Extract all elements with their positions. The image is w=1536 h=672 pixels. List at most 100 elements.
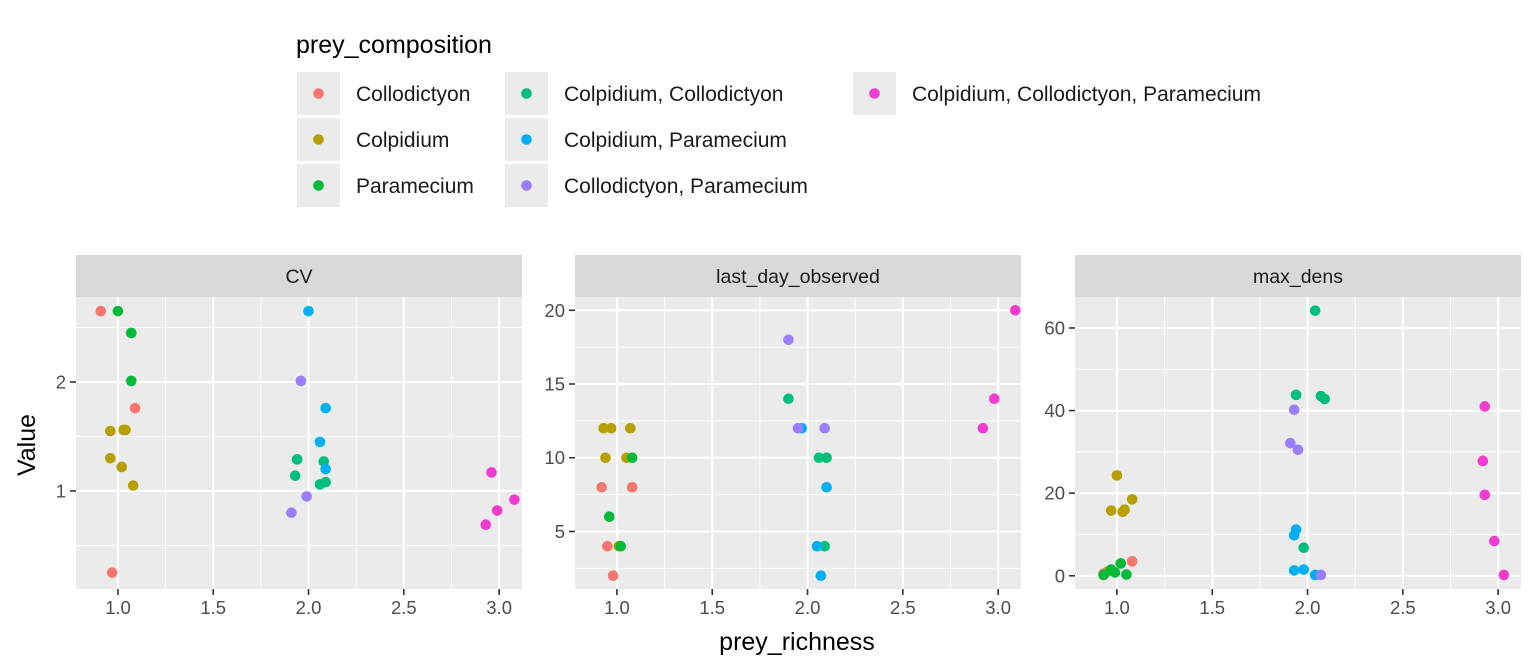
x-tick-label: 2.0	[795, 597, 821, 618]
data-point	[1298, 542, 1310, 553]
data-point	[598, 422, 609, 434]
data-point	[116, 461, 128, 473]
data-point	[286, 507, 297, 519]
y-tick-label: 1	[56, 480, 66, 501]
legend-key-point	[313, 88, 324, 99]
facet-strip-label: last_day_observed	[716, 266, 880, 288]
x-tick-label: 2.5	[890, 597, 916, 618]
y-tick-label: 5	[555, 521, 565, 542]
legend: prey_composition Collodictyon Colpidium Pa…	[296, 31, 1261, 207]
facet-strip	[575, 255, 1021, 297]
legend-label: Colpidium, Collodictyon	[564, 83, 783, 106]
panel-background	[1075, 297, 1521, 589]
data-point	[1288, 565, 1300, 576]
legend-key-point	[313, 180, 324, 191]
x-tick-label: 1.5	[699, 597, 725, 618]
data-point	[821, 452, 832, 464]
data-point	[486, 467, 497, 478]
data-point	[106, 567, 118, 578]
y-tick-label: 2	[56, 371, 66, 392]
data-point	[813, 452, 825, 464]
data-point	[1098, 569, 1109, 581]
x-tick-label: 1.5	[1199, 597, 1225, 618]
data-point	[127, 480, 139, 491]
data-point	[626, 452, 638, 464]
legend-entry: Collodictyon, Paramecium	[505, 164, 808, 207]
data-point	[1105, 505, 1117, 516]
x-tick-label: 1.0	[105, 597, 131, 618]
data-point	[314, 436, 326, 448]
legend-entry: Collodictyon	[297, 72, 470, 115]
data-point	[289, 470, 301, 481]
data-point	[604, 511, 615, 523]
data-point	[1498, 569, 1510, 581]
y-tick-label: 0	[1055, 565, 1065, 586]
legend-title: prey_composition	[296, 31, 492, 59]
data-point	[320, 476, 331, 488]
data-point	[1479, 489, 1491, 501]
data-point	[1119, 504, 1130, 516]
y-tick-label: 60	[1044, 317, 1065, 338]
data-point	[626, 481, 638, 493]
data-point	[480, 519, 492, 531]
data-point	[105, 452, 116, 464]
legend-entry: Colpidium, Collodictyon	[505, 72, 783, 115]
facet-panel: last_day_observed 1.0 1.5 2.0 2.5 3.0 5 10 15 20	[544, 255, 1021, 618]
data-point	[1319, 393, 1330, 405]
x-tick-label: 2.0	[1295, 597, 1321, 618]
x-tick-label: 3.0	[985, 597, 1011, 618]
facet-strip-label: CV	[285, 266, 312, 288]
x-tick-label: 2.0	[296, 597, 322, 618]
legend-key-point	[313, 134, 324, 145]
data-point	[125, 375, 137, 387]
data-point	[125, 327, 137, 339]
legend-label: Collodictyon, Paramecium	[564, 175, 808, 198]
x-tick-label: 1.5	[200, 597, 226, 618]
legend-key-point	[869, 88, 880, 99]
data-point	[1115, 558, 1127, 569]
y-tick-label: 10	[544, 447, 565, 468]
data-point	[783, 393, 794, 405]
data-point	[95, 305, 107, 317]
legend-label: Colpidium	[356, 129, 449, 152]
data-point	[1111, 470, 1123, 481]
data-point	[607, 570, 619, 582]
x-tick-label: 3.0	[1485, 597, 1511, 618]
data-point	[1288, 404, 1300, 416]
data-point	[596, 481, 607, 493]
data-point	[1109, 567, 1121, 578]
data-point	[1298, 564, 1310, 575]
data-point	[792, 422, 804, 434]
data-point	[615, 540, 627, 552]
legend-entry: Paramecium	[297, 164, 474, 207]
x-tick-label: 1.0	[1104, 597, 1130, 618]
data-point	[602, 540, 613, 552]
legend-key-point	[521, 134, 532, 145]
data-point	[811, 540, 823, 552]
y-tick-label: 15	[544, 374, 565, 395]
data-point	[1285, 437, 1296, 449]
data-point	[977, 422, 989, 434]
data-point	[1288, 530, 1300, 541]
data-point	[301, 491, 312, 502]
facet-panel: max_dens 1.0 1.5 2.0 2.5 3.0 0 20 40 60	[1044, 255, 1521, 618]
data-point	[1126, 494, 1138, 505]
data-point	[1315, 569, 1327, 581]
legend-label: Colpidium, Paramecium	[564, 129, 787, 152]
y-axis-title: Value	[13, 414, 41, 476]
y-tick-label: 20	[544, 300, 565, 321]
data-point	[120, 424, 131, 436]
legend-label: Colpidium, Collodictyon, Paramecium	[912, 83, 1261, 106]
y-tick-label: 40	[1044, 400, 1065, 421]
data-point	[112, 305, 124, 317]
legend-entry: Colpidium	[297, 118, 449, 161]
data-point	[509, 494, 520, 505]
facet-strip	[1075, 255, 1521, 297]
data-point	[303, 305, 314, 317]
panel-background	[575, 297, 1021, 589]
data-point	[605, 422, 617, 434]
y-tick-label: 20	[1044, 483, 1065, 504]
data-point	[989, 393, 1000, 405]
x-tick-label: 2.5	[391, 597, 417, 618]
